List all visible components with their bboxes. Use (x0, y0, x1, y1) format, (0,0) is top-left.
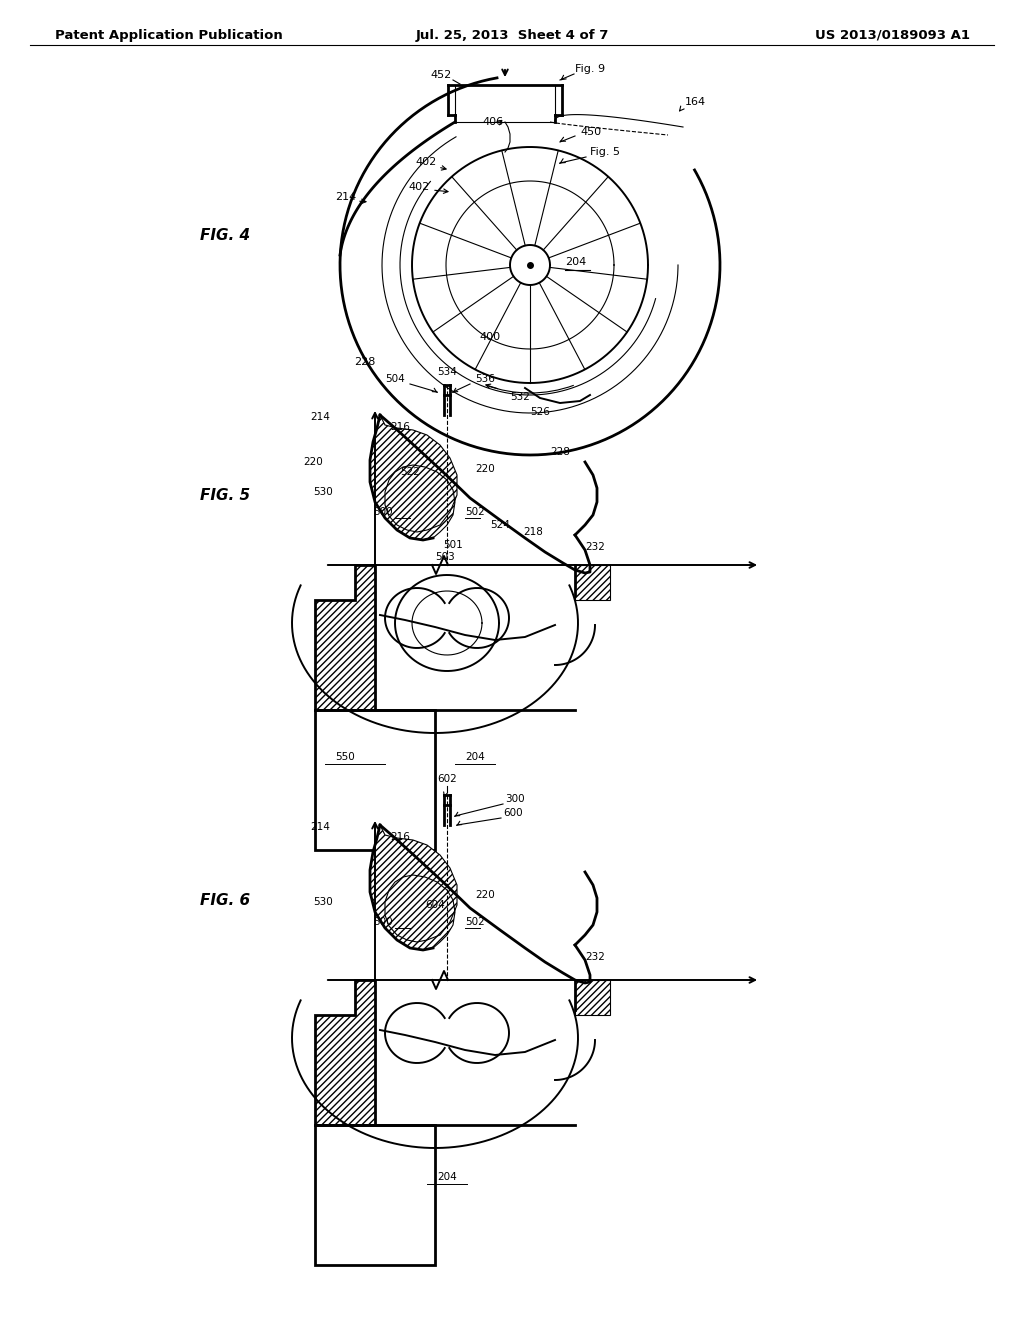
Text: 530: 530 (313, 898, 333, 907)
Text: 214: 214 (310, 822, 330, 832)
Text: 214: 214 (335, 191, 356, 202)
Text: US 2013/0189093 A1: US 2013/0189093 A1 (815, 29, 970, 41)
Text: 406: 406 (482, 117, 504, 127)
Text: 504: 504 (385, 374, 406, 384)
Text: 501: 501 (443, 540, 463, 550)
Text: 232: 232 (585, 543, 605, 552)
Text: FIG. 6: FIG. 6 (200, 894, 250, 908)
Text: 503: 503 (435, 552, 455, 562)
Text: 536: 536 (475, 374, 495, 384)
Text: 300: 300 (505, 795, 524, 804)
Polygon shape (315, 565, 375, 710)
Text: Patent Application Publication: Patent Application Publication (55, 29, 283, 41)
Text: 500: 500 (374, 507, 393, 517)
Polygon shape (370, 414, 457, 540)
Text: 402: 402 (416, 157, 437, 168)
Polygon shape (315, 979, 375, 1125)
Polygon shape (575, 979, 610, 1015)
Text: 522: 522 (400, 467, 420, 477)
Text: 602: 602 (437, 774, 457, 784)
Text: 502: 502 (465, 507, 484, 517)
Text: 524: 524 (490, 520, 510, 531)
Text: 164: 164 (685, 96, 707, 107)
Text: 402: 402 (409, 182, 430, 191)
Text: 214: 214 (310, 412, 330, 422)
Text: 530: 530 (313, 487, 333, 498)
Text: 204: 204 (465, 752, 485, 762)
Text: 400: 400 (479, 333, 501, 342)
Text: 228: 228 (550, 447, 570, 457)
Bar (315, 1125, 435, 1265)
Text: 232: 232 (585, 952, 605, 962)
Text: 500: 500 (374, 917, 393, 927)
Text: 216: 216 (390, 422, 410, 432)
Text: 502: 502 (465, 917, 484, 927)
Polygon shape (370, 825, 457, 950)
Text: 534: 534 (437, 367, 457, 378)
Text: 450: 450 (580, 127, 601, 137)
Text: 220: 220 (475, 465, 495, 474)
Text: 220: 220 (303, 457, 323, 467)
Text: 532: 532 (510, 392, 529, 403)
Text: FIG. 5: FIG. 5 (200, 488, 250, 503)
Polygon shape (575, 565, 610, 601)
Text: 218: 218 (523, 527, 543, 537)
Text: 452: 452 (431, 70, 452, 81)
Text: 220: 220 (475, 890, 495, 900)
Text: 526: 526 (530, 407, 550, 417)
Text: 204: 204 (565, 257, 587, 267)
Text: Fig. 9: Fig. 9 (575, 63, 605, 74)
Text: 604: 604 (425, 900, 444, 909)
Text: Fig. 5: Fig. 5 (590, 147, 620, 157)
Text: 550: 550 (335, 752, 355, 762)
Text: 228: 228 (354, 356, 376, 367)
Text: 204: 204 (437, 1172, 457, 1181)
Text: 216: 216 (390, 832, 410, 842)
Text: Jul. 25, 2013  Sheet 4 of 7: Jul. 25, 2013 Sheet 4 of 7 (416, 29, 608, 41)
Bar (315, 710, 435, 850)
Text: FIG. 4: FIG. 4 (200, 228, 250, 243)
Text: 600: 600 (503, 808, 522, 818)
